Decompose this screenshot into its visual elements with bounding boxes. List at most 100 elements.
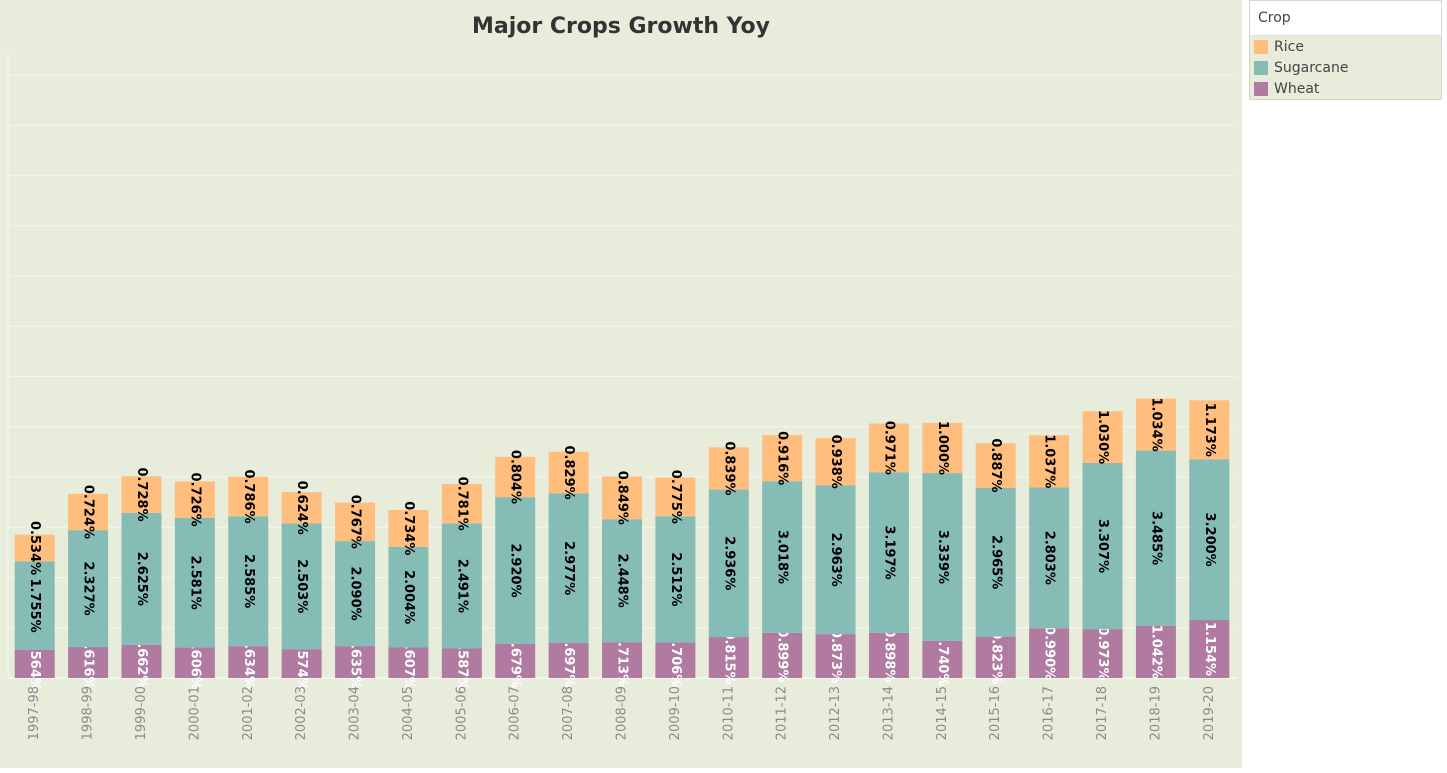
bar-wheat (174, 647, 215, 678)
bar-wheat (281, 649, 322, 678)
data-label-rice: 0.849% (615, 471, 630, 525)
data-label-rice: 1.034% (1148, 398, 1163, 452)
data-label-rice: 0.624% (294, 481, 309, 535)
bar-sugarcane (655, 516, 696, 643)
data-label-sugarcane: 2.585% (241, 554, 256, 608)
bar-sugarcane (281, 523, 322, 650)
bar-sugarcane (975, 487, 1016, 637)
x-tick-label: 2008-09 (615, 686, 630, 740)
data-label-sugarcane: 2.512% (668, 552, 683, 606)
bar-rice (495, 456, 536, 498)
bar-wheat (602, 642, 642, 678)
x-tick-label: 2012-13 (828, 686, 843, 740)
bar-rice (922, 422, 963, 474)
legend-item-wheat[interactable]: Wheat (1250, 78, 1441, 99)
x-tick-label: 2001-02 (241, 686, 256, 740)
bar-rice (815, 438, 856, 486)
bar-sugarcane (1029, 487, 1070, 629)
data-label-sugarcane: 2.936% (721, 536, 736, 590)
x-tick-label: 2014-15 (935, 686, 950, 740)
data-label-rice: 0.916% (775, 431, 790, 485)
bar-sugarcane (868, 472, 909, 633)
legend-swatch-wheat (1254, 81, 1268, 96)
data-label-wheat: 0.662% (134, 634, 149, 688)
data-label-sugarcane: 2.965% (988, 535, 1003, 589)
bar-sugarcane (1135, 450, 1176, 626)
bar-wheat (441, 648, 482, 678)
data-label-wheat: 0.607% (401, 636, 416, 690)
data-label-rice: 0.726% (187, 473, 202, 527)
x-tick-label: 1999-00 (134, 686, 149, 740)
bar-wheat (495, 643, 536, 678)
bar-sugarcane (495, 497, 536, 644)
x-tick-label: 1998-99 (81, 686, 96, 740)
x-tick-label: 2013-14 (881, 686, 896, 740)
bar-wheat (388, 647, 429, 678)
bar-sugarcane (335, 541, 376, 647)
bar-rice (335, 502, 376, 542)
data-label-sugarcane: 2.581% (187, 556, 202, 610)
bar-wheat (868, 632, 909, 678)
legend-swatch-sugarcane (1254, 60, 1268, 75)
data-label-sugarcane: 2.448% (615, 554, 630, 608)
data-label-sugarcane: 2.803% (1042, 531, 1057, 585)
data-label-rice: 0.534% (27, 521, 42, 575)
bar-wheat (1082, 629, 1123, 678)
data-label-sugarcane: 2.503% (294, 559, 309, 613)
bar-sugarcane (602, 519, 642, 643)
data-label-rice: 0.804% (508, 450, 523, 504)
bar-wheat (975, 636, 1016, 678)
bar-wheat (121, 644, 162, 678)
data-label-rice: 1.037% (1042, 434, 1057, 488)
bar-wheat (1029, 628, 1070, 678)
bar-rice (868, 423, 909, 473)
bar-rice (68, 493, 109, 531)
data-label-rice: 0.767% (348, 495, 363, 549)
bar-sugarcane (762, 481, 803, 633)
x-tick-label: 2009-10 (668, 686, 683, 740)
x-tick-label: 2017-18 (1095, 686, 1110, 740)
bar-wheat (922, 640, 963, 678)
data-label-wheat: 0.990% (1042, 626, 1057, 680)
bar-rice (14, 534, 55, 562)
x-tick-label: 2000-01 (187, 686, 202, 740)
data-label-wheat: 1.154% (1202, 622, 1217, 676)
chart-panel: 0.564% 1.755% 0.534% 1997-98 0.616% 2.327% 0.7… (0, 0, 1242, 768)
data-label-wheat: 0.706% (668, 633, 683, 687)
data-label-rice: 0.887% (988, 438, 1003, 492)
bar-rice (388, 509, 429, 547)
data-label-wheat: 0.898% (881, 628, 896, 682)
bar-wheat (14, 649, 55, 678)
data-label-rice: 0.734% (401, 501, 416, 555)
legend-label-sugarcane: Sugarcane (1274, 59, 1349, 76)
data-label-wheat: 0.616% (81, 635, 96, 689)
data-label-wheat: 0.635% (348, 635, 363, 689)
x-tick-label: 1997-98 (27, 686, 42, 740)
legend-item-rice[interactable]: Rice (1250, 36, 1441, 57)
bar-rice (708, 447, 749, 490)
bar-wheat (68, 647, 109, 678)
bar-rice (1189, 400, 1230, 460)
bar-sugarcane (228, 516, 269, 647)
data-label-rice: 0.938% (828, 435, 843, 489)
bar-rice (1082, 411, 1123, 463)
bar-wheat (762, 632, 803, 678)
data-label-rice: 0.829% (561, 446, 576, 500)
x-tick-label: 2019-20 (1202, 686, 1217, 740)
x-tick-label: 2015-16 (988, 686, 1003, 740)
bar-sugarcane (14, 561, 55, 650)
data-label-rice: 0.775% (668, 470, 683, 524)
data-label-rice: 0.971% (881, 421, 896, 475)
x-tick-label: 2002-03 (294, 686, 309, 740)
data-label-wheat: 0.587% (454, 636, 469, 690)
bar-wheat (708, 637, 749, 678)
bar-sugarcane (1082, 462, 1123, 630)
x-tick-label: 2006-07 (508, 686, 523, 740)
legend-item-sugarcane[interactable]: Sugarcane (1250, 57, 1441, 78)
data-label-sugarcane: 3.485% (1148, 511, 1163, 565)
x-tick-label: 2011-12 (775, 686, 790, 740)
x-tick-label: 2004-05 (401, 686, 416, 740)
bar-wheat (228, 646, 269, 678)
data-label-rice: 0.839% (721, 441, 736, 495)
bar-sugarcane (121, 512, 162, 645)
